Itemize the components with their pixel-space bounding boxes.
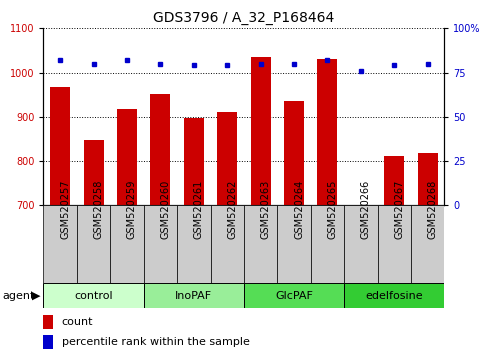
- Text: GSM520268: GSM520268: [427, 179, 438, 239]
- Text: GSM520262: GSM520262: [227, 179, 237, 239]
- Bar: [110, 205, 144, 283]
- Text: count: count: [61, 318, 93, 327]
- Text: GSM520267: GSM520267: [394, 179, 404, 239]
- Text: GSM520265: GSM520265: [327, 179, 338, 239]
- Bar: [244, 205, 277, 283]
- Bar: [217, 112, 237, 205]
- Text: control: control: [74, 291, 113, 301]
- Text: GSM520261: GSM520261: [194, 179, 204, 239]
- Bar: [117, 109, 137, 205]
- Bar: [43, 335, 54, 348]
- Text: GSM520260: GSM520260: [160, 179, 170, 239]
- Text: GSM520266: GSM520266: [361, 179, 371, 239]
- Text: InoPAF: InoPAF: [175, 291, 213, 301]
- Text: GSM520258: GSM520258: [94, 179, 103, 239]
- Bar: [144, 205, 177, 283]
- Bar: [43, 205, 77, 283]
- Bar: [84, 140, 103, 205]
- Bar: [418, 153, 438, 205]
- Bar: [144, 283, 244, 308]
- Title: GDS3796 / A_32_P168464: GDS3796 / A_32_P168464: [153, 11, 335, 24]
- Text: percentile rank within the sample: percentile rank within the sample: [61, 337, 249, 347]
- Bar: [43, 315, 54, 329]
- Text: GSM520264: GSM520264: [294, 179, 304, 239]
- Bar: [344, 283, 444, 308]
- Bar: [284, 101, 304, 205]
- Bar: [311, 205, 344, 283]
- Text: GlcPAF: GlcPAF: [275, 291, 313, 301]
- Bar: [50, 87, 70, 205]
- Bar: [411, 205, 444, 283]
- Bar: [244, 283, 344, 308]
- Bar: [251, 57, 270, 205]
- Text: GSM520257: GSM520257: [60, 179, 70, 239]
- Bar: [43, 283, 144, 308]
- Text: GSM520259: GSM520259: [127, 179, 137, 239]
- Bar: [378, 205, 411, 283]
- Text: edelfosine: edelfosine: [366, 291, 423, 301]
- Bar: [344, 205, 378, 283]
- Bar: [184, 118, 204, 205]
- Text: agent: agent: [2, 291, 35, 301]
- Bar: [177, 205, 211, 283]
- Bar: [150, 94, 170, 205]
- Text: ▶: ▶: [31, 291, 40, 301]
- Text: GSM520263: GSM520263: [261, 179, 270, 239]
- Bar: [317, 59, 338, 205]
- Bar: [77, 205, 110, 283]
- Bar: [211, 205, 244, 283]
- Bar: [277, 205, 311, 283]
- Bar: [384, 156, 404, 205]
